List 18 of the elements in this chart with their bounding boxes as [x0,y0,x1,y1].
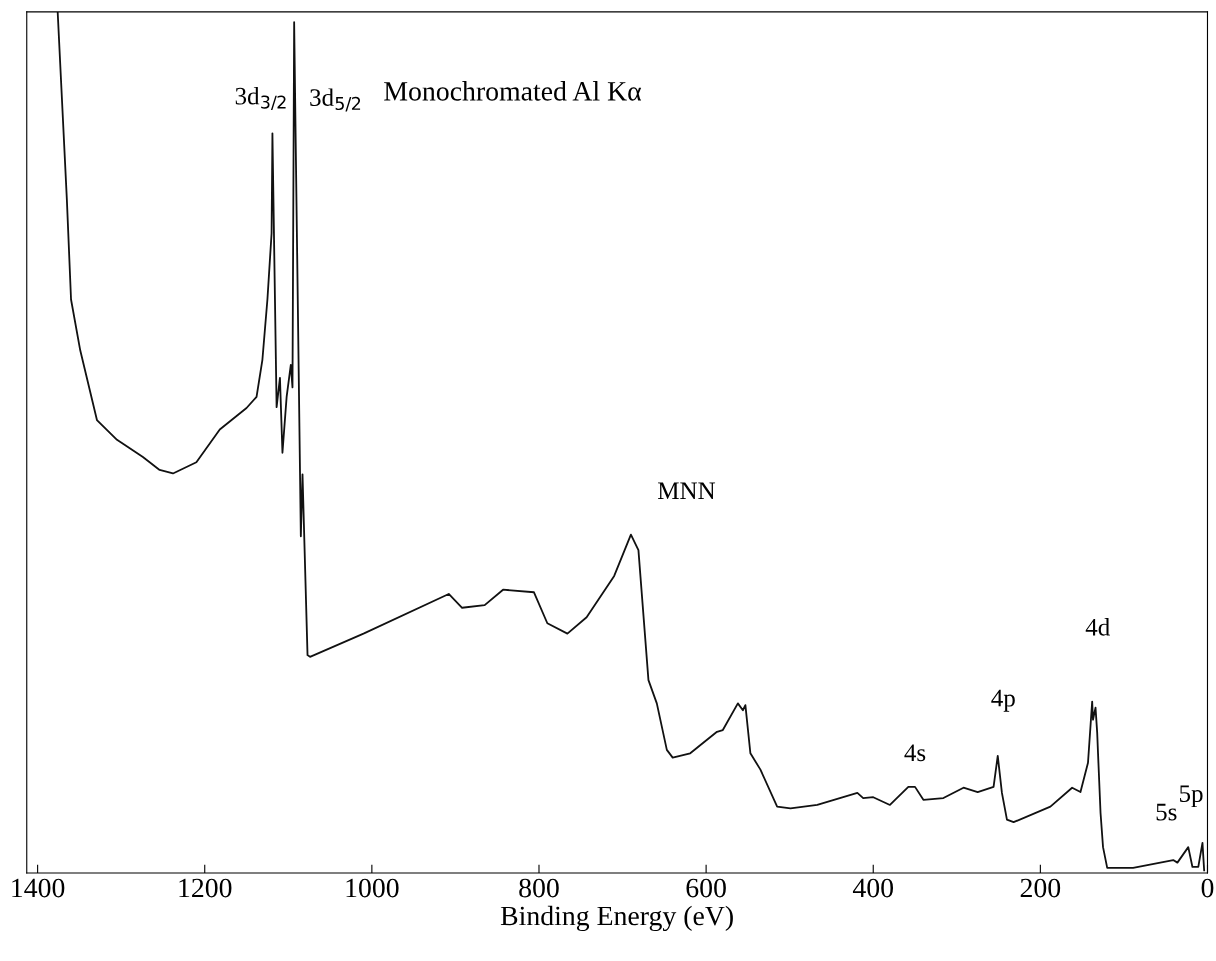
annotation: 5p [1180,785,1203,808]
annotation: 4d [1085,618,1110,636]
x-tick-label: 400 [852,878,894,898]
annotation: 3d$_{3/2}$ [235,86,286,111]
x-tick-label: 1000 [346,878,399,898]
annotation: 4p [991,689,1015,712]
x-tick-label: 200 [1020,878,1061,898]
x-axis-title: Binding Energy (eV) [500,905,733,932]
annotation: MNN [658,482,716,499]
x-tick-label: 1400 [12,878,65,898]
x-tick-label: 0 [1201,878,1214,898]
annotation: 4s [904,744,926,762]
annotation: 5s [1156,803,1177,821]
x-tick-label: 800 [519,878,559,898]
annotation: Monochromated Al Kα [384,81,642,101]
annotation: 3d$_{5/2}$ [310,88,361,112]
x-tick-label: 600 [686,878,726,898]
x-tick-label: 1200 [179,878,232,898]
